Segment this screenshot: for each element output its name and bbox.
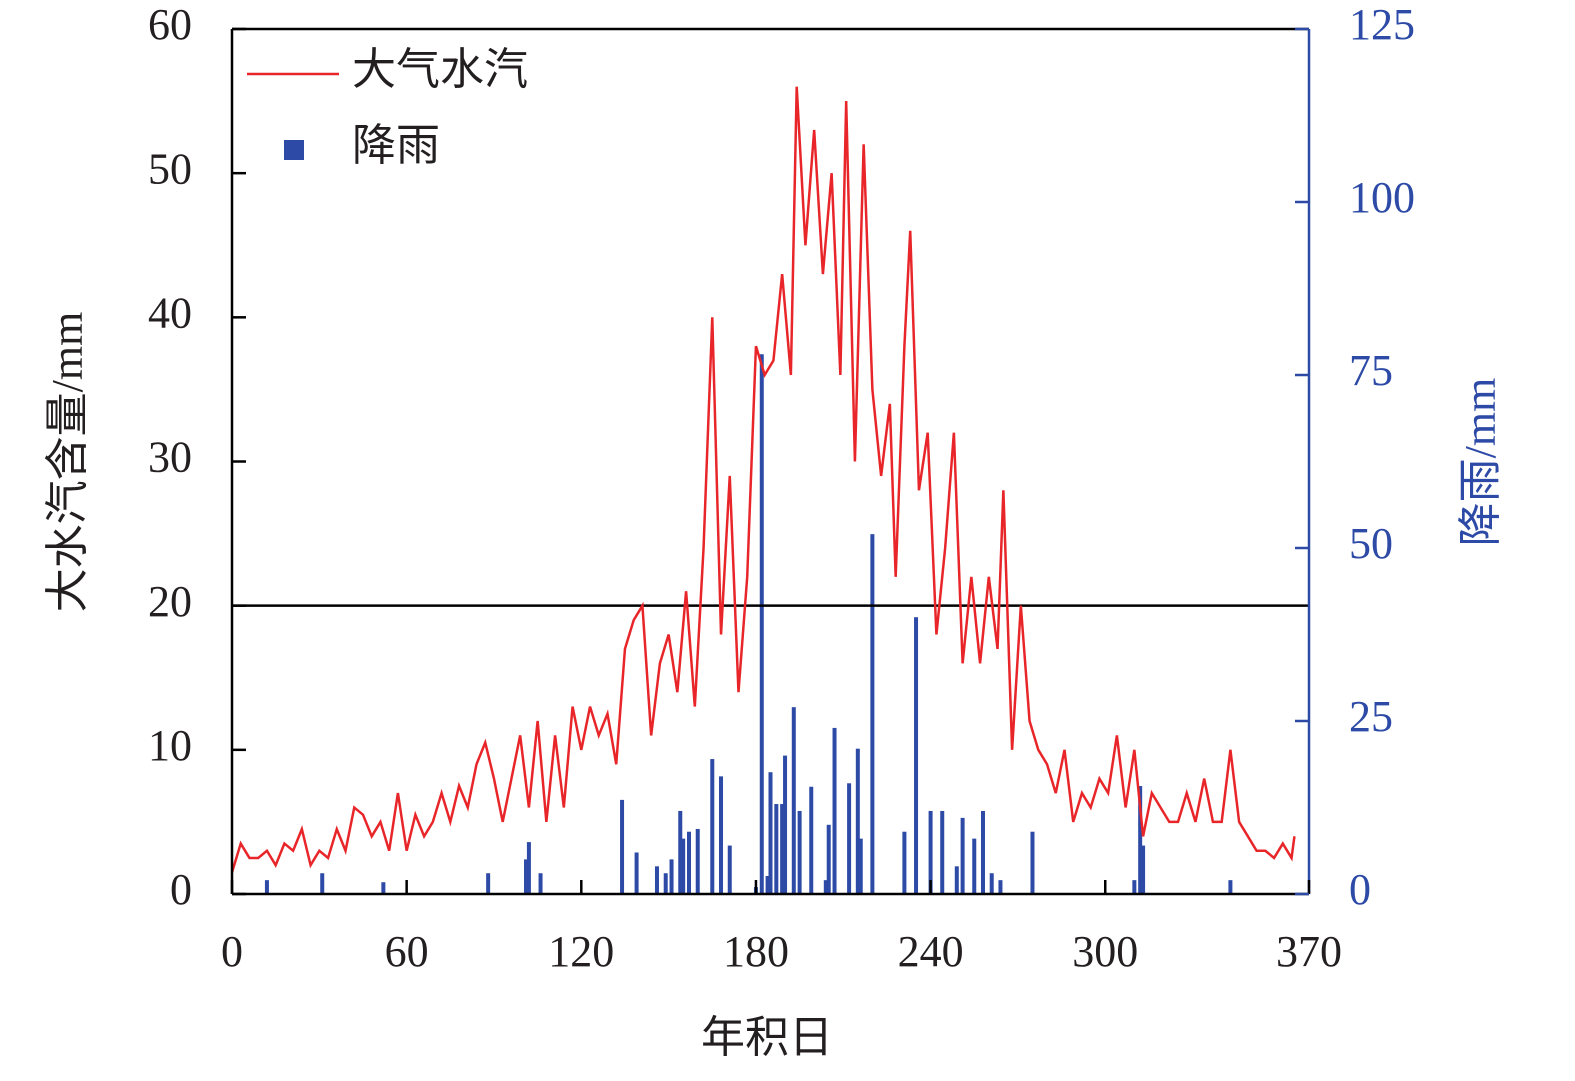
- y2-axis-label: 降雨/mm: [1456, 378, 1505, 547]
- bar: [914, 617, 919, 894]
- bar: [486, 873, 491, 894]
- y-tick-label: 10: [148, 721, 192, 770]
- x-tick-label: 370: [1276, 927, 1342, 976]
- bar: [870, 534, 875, 894]
- y2-tick-label: 125: [1349, 0, 1415, 49]
- bar: [654, 866, 659, 894]
- x-axis-label: 年积日: [701, 1013, 833, 1062]
- bar: [710, 759, 715, 894]
- bar: [960, 817, 965, 894]
- bar: [780, 804, 785, 894]
- bar: [678, 810, 683, 894]
- legend-label: 降雨: [352, 121, 440, 170]
- bar: [1138, 786, 1143, 894]
- bar: [823, 880, 828, 894]
- bar: [634, 852, 639, 894]
- bar: [538, 873, 543, 894]
- bar: [972, 838, 977, 894]
- bar: [695, 828, 700, 894]
- bar: [998, 880, 1003, 894]
- bar: [719, 776, 724, 894]
- y2-tick-label: 25: [1349, 692, 1393, 741]
- bar: [1132, 880, 1137, 894]
- bar: [940, 810, 945, 894]
- bar: [381, 882, 386, 894]
- legend-swatch: [284, 140, 304, 160]
- bar: [264, 880, 269, 894]
- bar: [989, 873, 994, 894]
- y-axis-label: 大水汽含量/mm: [43, 312, 92, 613]
- bar: [765, 876, 770, 894]
- bar: [320, 873, 325, 894]
- y2-tick-label: 75: [1349, 346, 1393, 395]
- bar: [855, 748, 860, 894]
- bar: [847, 783, 852, 894]
- bar: [669, 859, 674, 894]
- x-tick-label: 300: [1072, 927, 1138, 976]
- bar: [858, 838, 863, 894]
- x-tick-label: 180: [723, 927, 789, 976]
- legend-label: 大气水汽: [352, 45, 528, 94]
- x-tick-label: 240: [898, 927, 964, 976]
- bar: [663, 873, 668, 894]
- bar: [681, 838, 686, 894]
- y-tick-label: 60: [148, 0, 192, 49]
- bar: [826, 824, 831, 894]
- x-tick-label: 120: [548, 927, 614, 976]
- bar: [832, 727, 837, 894]
- bar: [902, 831, 907, 894]
- y2-tick-label: 100: [1349, 173, 1415, 222]
- bar: [774, 804, 779, 894]
- x-tick-label: 0: [221, 927, 243, 976]
- y-tick-label: 0: [170, 865, 192, 914]
- bar: [928, 810, 933, 894]
- bar: [768, 772, 773, 894]
- bar: [727, 845, 732, 894]
- bar: [809, 786, 814, 894]
- bar: [686, 831, 691, 894]
- y2-tick-label: 50: [1349, 519, 1393, 568]
- y-tick-label: 20: [148, 577, 192, 626]
- line: [230, 86, 1296, 873]
- bar: [620, 799, 625, 894]
- bar: [1141, 845, 1146, 894]
- bar: [523, 859, 528, 894]
- bar: [797, 810, 802, 894]
- y-tick-label: 40: [148, 288, 192, 337]
- bar: [759, 354, 764, 894]
- y-tick-label: 30: [148, 433, 192, 482]
- bar: [791, 707, 796, 894]
- x-tick-label: 60: [385, 927, 429, 976]
- bar: [783, 755, 788, 894]
- bar: [954, 866, 959, 894]
- bar: [1030, 831, 1035, 894]
- bar: [526, 842, 531, 894]
- y-tick-label: 50: [148, 144, 192, 193]
- y2-tick-label: 0: [1349, 865, 1371, 914]
- bar: [980, 810, 985, 894]
- bar: [1228, 880, 1233, 894]
